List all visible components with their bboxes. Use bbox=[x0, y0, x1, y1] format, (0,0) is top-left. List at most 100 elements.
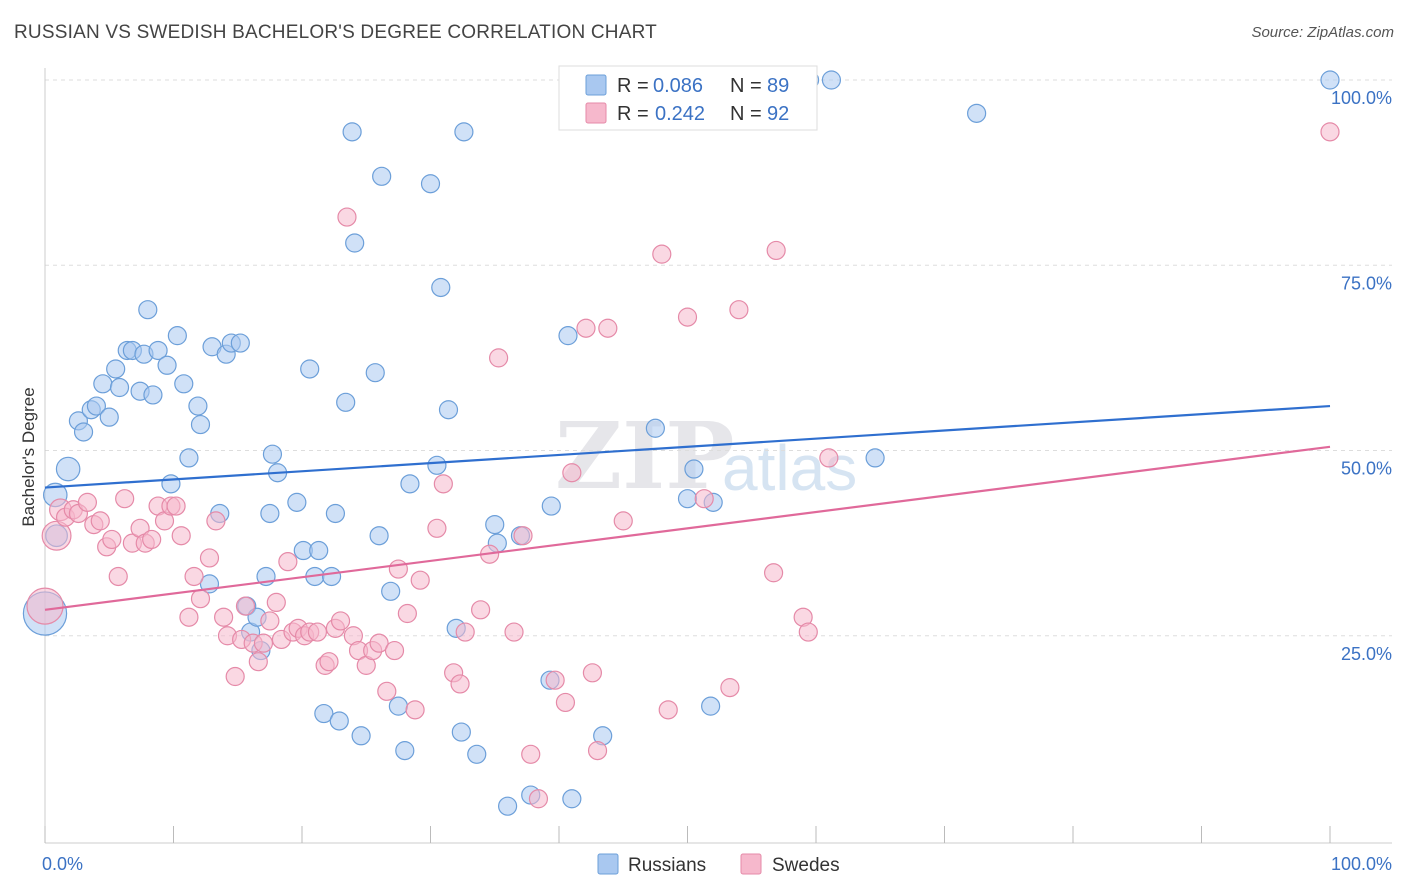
swedes-point-71 bbox=[528, 789, 549, 809]
swedes-point-24 bbox=[190, 589, 211, 609]
russians-point-67 bbox=[467, 744, 487, 764]
swedes-point-45 bbox=[319, 652, 339, 672]
russians-point-7 bbox=[86, 396, 107, 416]
swedes-point-25 bbox=[199, 548, 220, 568]
russians-point-84 bbox=[821, 70, 842, 90]
swedes-point-87 bbox=[766, 240, 786, 261]
legend-swatch-russians bbox=[585, 74, 607, 96]
legend-n-label-swedes: N = bbox=[730, 103, 762, 125]
series-swedes-points bbox=[26, 122, 1340, 809]
swedes-point-23 bbox=[184, 566, 204, 587]
swedes-point-90 bbox=[819, 448, 839, 468]
swedes-point-12 bbox=[115, 489, 135, 509]
swedes-point-59 bbox=[410, 570, 430, 590]
swedes-point-68 bbox=[504, 622, 524, 642]
russians-point-18 bbox=[148, 340, 168, 361]
russians-point-19 bbox=[157, 355, 177, 375]
russians-point-58 bbox=[395, 741, 415, 761]
swedes-point-36 bbox=[266, 592, 286, 613]
russians-point-87 bbox=[1320, 70, 1340, 90]
legend-swatch-swedes bbox=[585, 102, 607, 124]
legend-n-value-russians: 89 bbox=[767, 75, 789, 97]
swedes-point-78 bbox=[598, 318, 618, 338]
swedes-point-60 bbox=[427, 518, 447, 538]
legend-r-value-russians: 0.086 bbox=[653, 75, 703, 97]
russians-point-47 bbox=[325, 503, 346, 524]
russians-point-78 bbox=[645, 418, 665, 438]
swedes-point-53 bbox=[369, 633, 389, 653]
russians-point-85 bbox=[865, 448, 885, 468]
russians-point-24 bbox=[188, 396, 208, 416]
x-tick-labels: 0.0% 100.0% bbox=[42, 854, 1392, 874]
bottom-legend-label-swedes: Swedes bbox=[772, 855, 840, 876]
chart-title: RUSSIAN VS SWEDISH BACHELOR'S DEGREE COR… bbox=[14, 22, 657, 43]
swedes-point-77 bbox=[587, 741, 608, 761]
swedes-point-72 bbox=[545, 670, 565, 690]
russians-point-42 bbox=[300, 359, 320, 379]
swedes-point-35 bbox=[260, 611, 280, 631]
legend-n-label-russians: N = bbox=[730, 75, 762, 97]
russians-point-44 bbox=[309, 540, 329, 561]
swedes-point-57 bbox=[397, 603, 417, 624]
swedes-point-79 bbox=[613, 511, 633, 531]
russians-point-51 bbox=[345, 233, 365, 253]
swedes-point-91 bbox=[1320, 122, 1340, 142]
swedes-point-11 bbox=[108, 566, 128, 587]
swedes-point-86 bbox=[763, 563, 784, 583]
trend-line-swedes bbox=[44, 445, 1331, 611]
russians-point-25 bbox=[190, 414, 211, 435]
russians-point-57 bbox=[388, 696, 408, 716]
russians-point-54 bbox=[369, 526, 389, 546]
russians-point-21 bbox=[167, 326, 187, 346]
swedes-point-1 bbox=[41, 520, 72, 551]
russians-point-63 bbox=[438, 400, 459, 420]
trend-line-russians bbox=[44, 404, 1331, 489]
y-tick-label-50: 50.0% bbox=[1341, 459, 1392, 479]
y-tick-label-25: 25.0% bbox=[1341, 644, 1392, 664]
russians-point-81 bbox=[701, 696, 721, 716]
bottom-legend-label-russians: Russians bbox=[628, 855, 706, 876]
russians-point-5 bbox=[73, 422, 94, 442]
russians-point-40 bbox=[287, 492, 307, 512]
swedes-point-20 bbox=[166, 496, 186, 516]
y-tick-label-100: 100.0% bbox=[1331, 88, 1392, 108]
russians-point-56 bbox=[381, 581, 401, 601]
russians-point-20 bbox=[161, 474, 181, 494]
russians-point-75 bbox=[558, 326, 578, 346]
axes bbox=[44, 68, 1392, 844]
swedes-point-21 bbox=[171, 526, 191, 546]
russians-point-86 bbox=[967, 103, 987, 123]
x-tick-label-max: 100.0% bbox=[1331, 854, 1392, 874]
swedes-point-64 bbox=[455, 622, 475, 642]
swedes-point-22 bbox=[179, 607, 199, 627]
russians-point-60 bbox=[420, 174, 441, 194]
swedes-point-26 bbox=[206, 511, 226, 531]
russians-point-52 bbox=[351, 726, 371, 746]
swedes-point-76 bbox=[582, 663, 603, 683]
russians-point-46 bbox=[321, 566, 342, 587]
russians-point-80 bbox=[684, 459, 704, 479]
swedes-point-27 bbox=[214, 607, 234, 627]
russians-point-55 bbox=[372, 166, 392, 186]
swedes-point-16 bbox=[142, 529, 162, 550]
legend-n-value-swedes: 92 bbox=[767, 103, 789, 125]
swedes-point-54 bbox=[377, 681, 397, 701]
swedes-point-38 bbox=[278, 552, 298, 572]
bottom-legend-swatch-russians bbox=[597, 853, 619, 875]
series-legend: Russians Swedes bbox=[597, 853, 840, 876]
swedes-point-63 bbox=[450, 674, 470, 694]
russians-point-3 bbox=[55, 456, 81, 482]
swedes-point-81 bbox=[658, 700, 678, 720]
swedes-point-83 bbox=[694, 489, 714, 509]
swedes-point-48 bbox=[337, 207, 357, 227]
swedes-point-65 bbox=[471, 600, 491, 620]
swedes-point-89 bbox=[798, 622, 818, 642]
x-tick-label-min: 0.0% bbox=[42, 854, 83, 874]
swedes-point-70 bbox=[521, 744, 541, 764]
russians-point-74 bbox=[541, 496, 561, 516]
swedes-point-73 bbox=[555, 692, 576, 713]
grid-lines bbox=[45, 79, 1392, 637]
y-tick-label-75: 75.0% bbox=[1341, 273, 1392, 293]
russians-point-38 bbox=[262, 444, 283, 464]
russians-point-65 bbox=[451, 722, 471, 742]
